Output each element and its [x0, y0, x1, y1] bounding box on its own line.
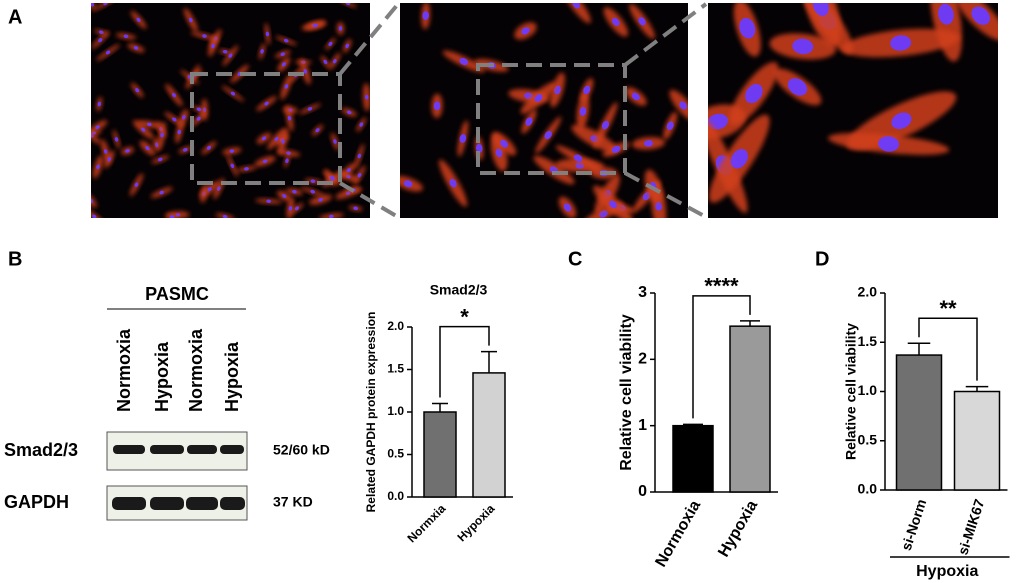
x-tick-label: Hypoxia [715, 498, 761, 560]
cells [91, 3, 370, 218]
x-tick-label: si-MIK67 [954, 497, 987, 557]
x-tick-label: Normxia [405, 501, 449, 545]
band-size: 52/60 kD [273, 442, 330, 458]
row-label: Smad2/3 [4, 440, 78, 460]
significance: ** [939, 296, 957, 321]
blot-bands [112, 445, 245, 510]
blot-title: PASMC [145, 284, 209, 304]
significance: **** [704, 274, 739, 299]
y-tick-label: 2.0 [387, 319, 404, 333]
cells [400, 3, 688, 218]
significance: * [460, 304, 469, 329]
y-tick-label: 2.0 [858, 284, 878, 300]
y-tick-label: 1.0 [858, 382, 878, 398]
bar [423, 411, 457, 498]
y-tick-label: 0.5 [387, 447, 404, 461]
y-tick-label: 1.0 [387, 404, 404, 418]
lane-label: Hypoxia [222, 341, 242, 412]
cells [708, 3, 998, 213]
bar [953, 390, 1001, 491]
y-axis-label: Relative cell viability [843, 323, 859, 460]
row-label: GAPDH [4, 492, 69, 512]
lane-label: Normoxia [186, 328, 206, 412]
y-tick-label: 0.5 [858, 431, 878, 447]
error-bar [740, 320, 760, 327]
bar [895, 354, 943, 491]
y-tick-label: 1 [638, 417, 647, 434]
y-tick-label: 0.0 [387, 489, 404, 503]
panel-label: D [815, 248, 829, 270]
lane-label: Hypoxia [152, 341, 172, 412]
x-tick-label: Normoxia [652, 498, 704, 571]
y-tick-label: 2 [638, 351, 647, 368]
bar [672, 424, 714, 493]
y-tick-label: 1.5 [858, 333, 878, 349]
bar [729, 325, 771, 493]
panel-label: B [8, 248, 22, 270]
error-bar [432, 402, 448, 412]
y-tick-label: 0.0 [858, 481, 878, 497]
zoom-guides [190, 2, 708, 219]
y-tick-label: 0 [638, 483, 647, 500]
lane-label: Normoxia [114, 328, 134, 412]
micrograph [400, 3, 688, 218]
blot-labels: Normoxia Hypoxia Normoxia Hypoxia Smad2/3 52/… [4, 328, 330, 512]
chart-title: Smad2/3 [430, 282, 488, 298]
significance-bracket [692, 295, 751, 419]
y-axis-label: Related GAPDH protein expression [364, 312, 378, 513]
y-tick-label: 3 [638, 284, 647, 301]
bar [472, 372, 506, 498]
band-size: 37 KD [273, 494, 313, 510]
error-bar [965, 385, 989, 392]
panel-label: C [568, 248, 582, 270]
group-label: Hypoxia [916, 563, 978, 580]
error-bar [481, 350, 497, 373]
x-tick-label: Hypoxia [454, 501, 497, 544]
error-bar [907, 342, 931, 356]
panel-label: A [8, 6, 22, 28]
x-tick-label: si-Norm [898, 497, 930, 552]
significance-bracket [918, 317, 978, 381]
significance-bracket [439, 325, 490, 398]
y-tick-label: 1.5 [387, 362, 404, 376]
y-axis-label: Relative cell viability [618, 314, 635, 471]
error-bar [683, 423, 703, 426]
